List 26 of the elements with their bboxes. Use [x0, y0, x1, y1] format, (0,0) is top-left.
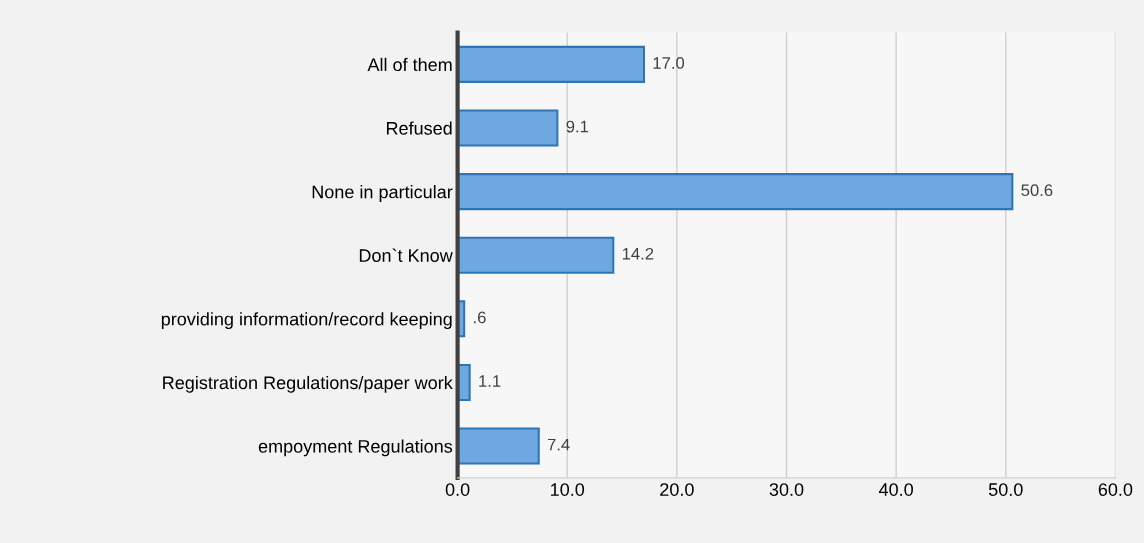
bar — [457, 109, 559, 147]
y-tick-label: Refused — [386, 121, 452, 135]
y-tick-label: All of them — [367, 57, 452, 72]
y-tick-label: Don`t Know — [359, 248, 453, 262]
x-tick-label: 10.0 — [551, 483, 585, 496]
data-label: 9.1 — [566, 120, 589, 133]
y-tick-label: empoyment Regulations — [258, 439, 453, 457]
bar — [457, 427, 540, 465]
x-tick-label: 60.0 — [1098, 483, 1133, 496]
y-tick-label: Registration Regulations/paper work — [163, 375, 453, 393]
data-label: .6 — [474, 311, 486, 324]
data-label: 14.2 — [622, 247, 654, 260]
data-label: 1.1 — [479, 375, 501, 387]
y-tick-label: providing information/record keeping — [161, 312, 452, 330]
bar — [457, 45, 646, 83]
data-label: 50.6 — [1021, 184, 1053, 197]
data-label: 17.0 — [653, 57, 685, 69]
x-tick-label: 20.0 — [660, 483, 694, 496]
bar — [457, 236, 615, 274]
x-tick-label: 50.0 — [988, 483, 1023, 496]
y-tick-label: None in particular — [312, 185, 453, 202]
data-label: 7.4 — [547, 438, 570, 451]
bar — [457, 173, 1014, 211]
x-tick-label: 0.0 — [445, 483, 470, 496]
x-tick-label: 30.0 — [769, 483, 804, 496]
x-tick-label: 40.0 — [878, 483, 913, 496]
